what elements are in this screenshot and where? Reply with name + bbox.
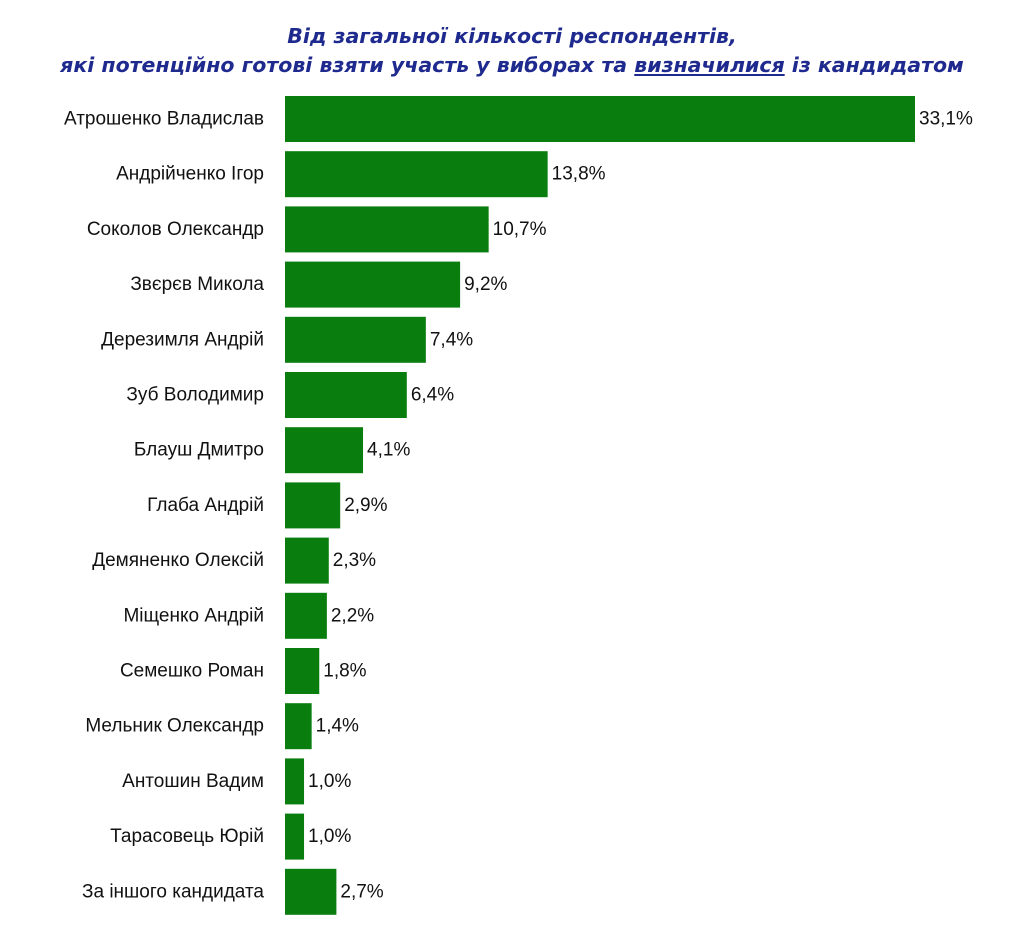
value-label: 6,4% (411, 385, 454, 406)
chart-title: Від загальної кількості респондентів, як… (0, 22, 1024, 80)
category-label: Міщенко Андрій (123, 605, 264, 626)
value-label: 2,9% (344, 495, 387, 516)
bar (285, 758, 305, 805)
bar (285, 96, 915, 142)
category-label: Звєрєв Микола (130, 274, 264, 295)
bar (285, 206, 489, 253)
value-label: 13,8% (552, 164, 606, 185)
category-label: Андрійченко Ігор (116, 164, 264, 185)
category-label: Демяненко Олексій (92, 550, 264, 571)
bar (285, 261, 461, 308)
category-label: Тарасовець Юрій (110, 826, 264, 847)
value-label: 10,7% (493, 219, 547, 240)
value-label: 7,4% (430, 329, 473, 350)
bar (285, 868, 337, 915)
bar (285, 537, 329, 584)
bar (285, 648, 320, 694)
category-label: Антошин Вадим (122, 771, 264, 792)
category-label: За іншого кандидата (82, 881, 264, 902)
chart-title-line-2-suffix: із кандидатом (784, 53, 964, 77)
bar (285, 372, 407, 418)
bars-group: Атрошенко Владислав 33,1% Андрійченко Ігор… (64, 96, 973, 915)
category-label: Семешко Роман (120, 661, 264, 682)
chart-title-line-2: які потенційно готові взяти участь у виб… (0, 51, 1024, 80)
category-label: Дерезимля Андрій (101, 329, 264, 350)
category-label: Глаба Андрій (147, 495, 264, 516)
value-label: 9,2% (464, 274, 507, 295)
category-label: Соколов Олександр (87, 219, 264, 240)
value-label: 1,4% (316, 716, 359, 737)
value-label: 1,0% (308, 771, 351, 792)
category-label: Атрошенко Владислав (64, 109, 264, 130)
category-label: Блауш Дмитро (134, 440, 264, 461)
bar (285, 592, 327, 639)
bar (285, 151, 548, 198)
chart-title-line-2-prefix: які потенційно готові взяти участь у виб… (60, 53, 635, 77)
value-label: 2,3% (333, 550, 376, 571)
bar (285, 316, 426, 363)
category-label: Мельник Олександр (85, 716, 264, 737)
value-label: 33,1% (919, 109, 973, 130)
value-label: 4,1% (367, 440, 410, 461)
bar (285, 813, 305, 860)
value-label: 2,7% (340, 881, 383, 902)
category-label: Зуб Володимир (126, 385, 264, 406)
bar (285, 427, 364, 474)
value-label: 1,8% (323, 661, 366, 682)
value-label: 2,2% (331, 605, 374, 626)
chart-title-line-1: Від загальної кількості респондентів, (287, 24, 737, 48)
value-label: 1,0% (308, 826, 351, 847)
bar (285, 703, 312, 750)
bar (285, 482, 341, 529)
chart-title-underlined-word: визначилися (634, 53, 785, 77)
